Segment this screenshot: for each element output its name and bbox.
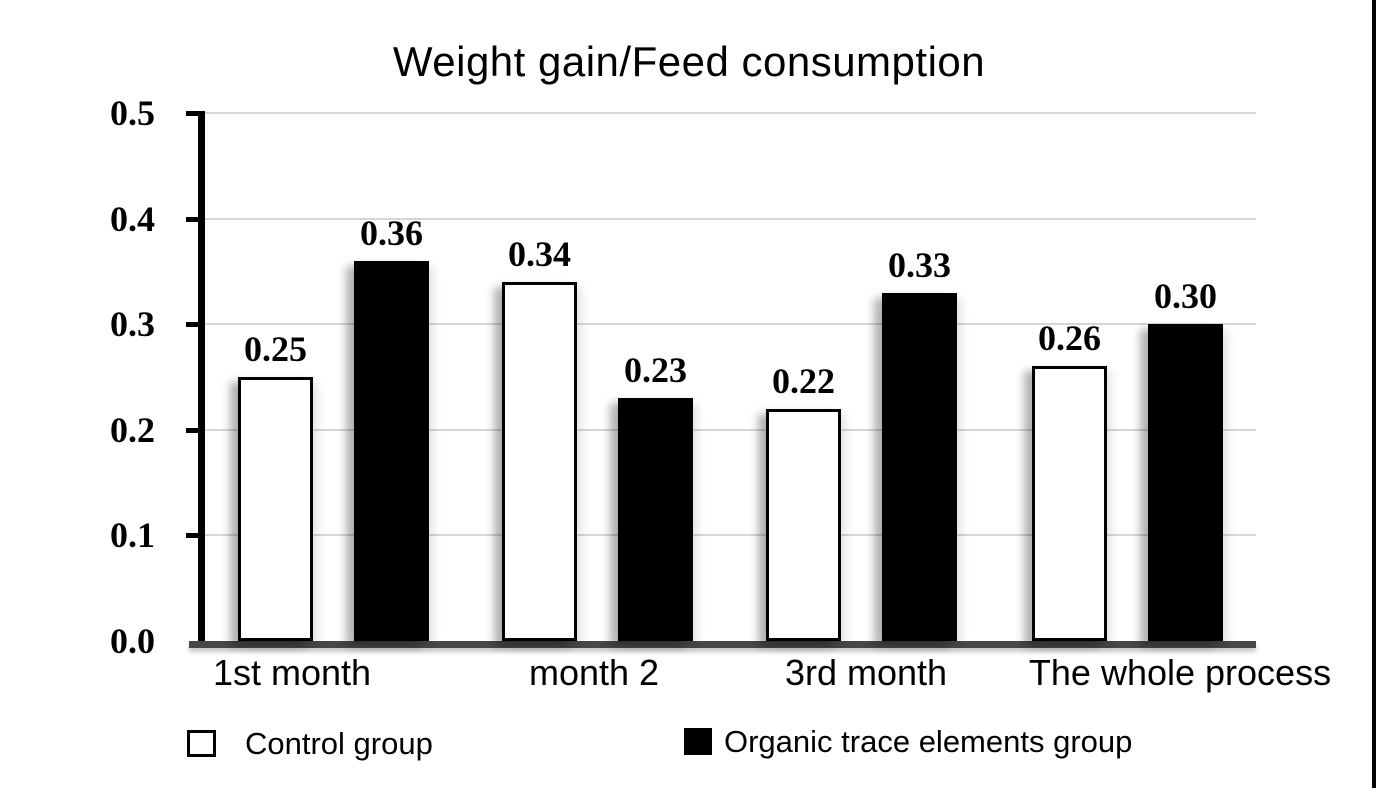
y-tick-label: 0.4 [110,198,155,239]
y-tick-label: 0.0 [110,621,155,661]
frame-right-border [1372,0,1376,788]
bar-control-group [766,408,841,641]
plot-area: 0.25 0.34 0.22 0.26 0.36 0.23 0.33 0.30 [186,111,1256,648]
chart-title: Weight gain/Feed consumption [392,38,986,85]
y-axis-tick [186,111,205,116]
control-group-swatch-icon [187,730,216,757]
bar-value-label: 0.33 [888,244,951,285]
bar-organic-group [882,292,957,641]
gridline [205,112,1256,114]
organic-group-swatch-icon [684,728,712,755]
y-tick-label: 0.3 [110,304,155,345]
y-tick-label: 0.2 [110,409,155,450]
x-category-label: 1st month [212,652,372,693]
x-category-label: The whole process [1028,652,1332,693]
y-axis-tick [186,322,205,328]
bar-control-group [238,377,313,641]
gridline [205,323,1256,326]
y-axis-tick [186,427,205,433]
bar-control-group [502,281,577,641]
bar-value-label: 0.36 [360,212,423,253]
bar-value-label: 0.22 [772,360,835,401]
legend-label-organic-group: Organic trace elements group [724,724,1133,759]
legend-item-control-group: Control group [187,728,433,759]
bar-value-label: 0.26 [1038,318,1101,359]
bar-organic-group [618,398,693,641]
y-axis-tick [186,533,205,539]
gridline [205,217,1256,220]
legend-label-control-group: Control group [245,726,433,761]
y-tick-label: 0.1 [110,515,155,556]
bar-organic-group [1148,324,1223,641]
x-category-label: 3rd month [784,652,948,693]
y-tick-label: 0.5 [110,93,155,133]
x-category-label: month 2 [528,652,660,693]
bar-organic-group [354,260,429,641]
legend-item-organic-group: Organic trace elements group [684,726,1132,757]
x-axis-line [189,641,1256,648]
bar-value-label: 0.30 [1154,276,1217,317]
gridline [205,534,1256,537]
y-axis-line [198,113,205,641]
bar-control-group [1032,366,1107,641]
bar-value-label: 0.23 [624,350,687,391]
gridline [205,428,1256,431]
y-axis-tick [186,216,205,222]
bar-value-label: 0.25 [244,329,307,369]
bar-value-label: 0.34 [508,233,571,274]
